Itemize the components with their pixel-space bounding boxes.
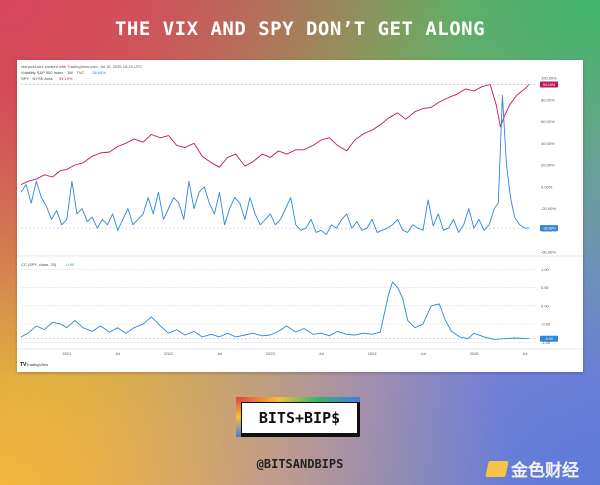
x-tick-label: 2023: [266, 351, 276, 356]
chart-card: stanavk1sh4 created with TradingView.com…: [17, 60, 583, 372]
chart-svg: stanavk1sh4 created with TradingView.com…: [17, 64, 583, 368]
bits-and-bips-logo: BITS+BIP$: [236, 397, 360, 437]
y-tick-label: 1.00: [541, 267, 550, 272]
series-line-0-0: [20, 84, 530, 186]
y-tick-label: 0.50: [541, 285, 550, 290]
tradingview-logo-icon: TV: [20, 362, 27, 368]
y-tick-label: 100.00%: [541, 76, 557, 81]
legend-vix-value: -38.68%: [91, 70, 106, 75]
watermark-logo-icon: [485, 460, 509, 477]
y-tick-label: 0.00: [541, 303, 550, 308]
legend-cc-value: -0.90: [65, 262, 75, 267]
legend-cc-label: CC (SPY, close, 20): [21, 262, 57, 267]
y-tick-label: -1.00: [541, 340, 551, 345]
headline: THE VIX AND SPY DON’T GET ALONG: [114, 18, 486, 40]
y-tick-label: 0.00%: [541, 184, 553, 189]
header-line: stanavk1sh4 created with TradingView.com…: [21, 64, 142, 69]
y-tick-label: -0.50: [541, 322, 551, 327]
x-tick-label: 2025: [469, 351, 479, 356]
legend-spy-value: 94.19%: [59, 76, 73, 81]
social-handle: @BITSANDBIPS: [256, 457, 344, 471]
logo-box: BITS+BIP$: [242, 403, 357, 433]
x-tick-label: Jul: [115, 351, 120, 356]
logo-color-stripe-left: [236, 397, 241, 437]
watermark: 金色财经: [485, 456, 579, 481]
tradingview-mark: TradingView: [26, 362, 48, 367]
last-value-badge: [540, 81, 558, 88]
last-value-badge-text: -0.90: [545, 337, 553, 341]
x-tick-label: Jul: [217, 351, 222, 356]
x-tick-label: 2021: [62, 351, 72, 356]
watermark-text: 金色财经: [511, 461, 579, 480]
series-line-1-0: [20, 281, 529, 340]
last-value-badge: [540, 225, 558, 232]
x-tick-label: Jul: [319, 351, 324, 356]
last-value-badge-text: 94.19%: [543, 83, 556, 87]
y-tick-label: 20.00%: [541, 163, 555, 168]
logo-text: BITS+BIP$: [258, 409, 341, 427]
last-value-badge-text: -38.68%: [542, 226, 556, 230]
x-tick-label: Jul: [420, 351, 425, 356]
series-line-0-1: [20, 94, 529, 236]
y-tick-label: -20.00%: [541, 206, 556, 211]
y-tick-label: -60.00%: [541, 250, 556, 255]
logo-color-stripe: [236, 397, 360, 402]
y-tick-label: 80.00%: [541, 97, 555, 102]
legend-spy-label: SPY · NYSE Arca: [21, 76, 53, 81]
y-tick-label: 40.00%: [541, 141, 555, 146]
legend-vix-label: Volatility S&P 500 Index · 1W · TVC: [21, 70, 85, 75]
y-tick-label: 60.00%: [541, 119, 555, 124]
x-tick-label: 2024: [368, 351, 378, 356]
charts-layer: 100.00% 80.00% 60.00% 40.00% 20.00% 0.00% -20.…: [17, 76, 583, 356]
x-tick-label: Jul: [522, 351, 527, 356]
x-tick-label: 2022: [164, 351, 174, 356]
last-value-badge: [540, 335, 558, 342]
